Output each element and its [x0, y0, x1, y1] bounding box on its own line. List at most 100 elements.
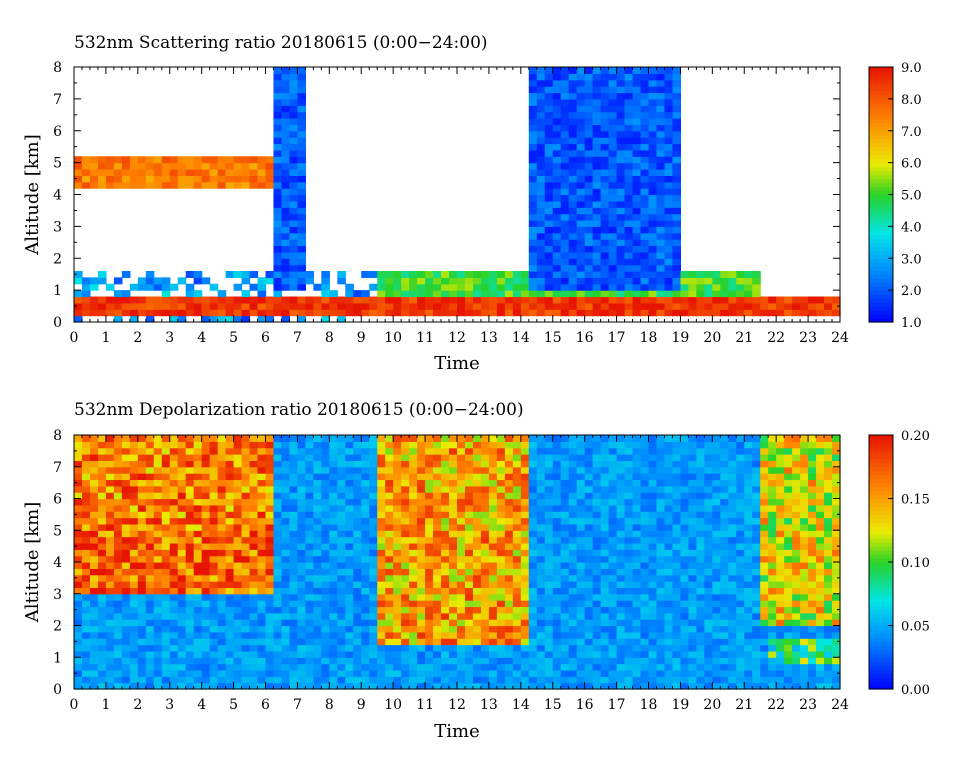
heatmap-cell	[617, 303, 626, 310]
heatmap-cell	[393, 284, 402, 291]
heatmap-cell	[577, 233, 586, 240]
heatmap-cell	[194, 511, 203, 518]
heatmap-cell	[250, 537, 259, 544]
heatmap-cell	[218, 448, 227, 455]
heatmap-cell	[577, 467, 586, 474]
heatmap-cell	[98, 518, 107, 525]
heatmap-cell	[353, 454, 362, 461]
heatmap-cell	[561, 600, 570, 607]
heatmap-cell	[537, 619, 546, 626]
heatmap-cell	[305, 537, 314, 544]
heatmap-cell	[649, 105, 658, 112]
heatmap-cell	[664, 492, 673, 499]
heatmap-cell	[218, 594, 227, 601]
heatmap-cell	[138, 309, 147, 316]
heatmap-cell	[266, 524, 275, 531]
heatmap-cell	[633, 67, 642, 74]
heatmap-cell	[266, 169, 275, 176]
heatmap-cell	[409, 587, 418, 594]
heatmap-cell	[82, 670, 91, 677]
heatmap-cell	[74, 441, 83, 448]
heatmap-cell	[664, 163, 673, 170]
colorbar-segment	[869, 147, 893, 152]
heatmap-cell	[545, 448, 554, 455]
heatmap-cell	[329, 587, 338, 594]
heatmap-cell	[521, 638, 530, 645]
heatmap-cell	[409, 284, 418, 291]
colorbar-segment	[869, 179, 893, 184]
heatmap-cell	[146, 277, 155, 284]
heatmap-cell	[281, 271, 290, 278]
heatmap-cell	[226, 163, 235, 170]
heatmap-cell	[74, 562, 83, 569]
heatmap-cell	[74, 435, 83, 442]
heatmap-cell	[633, 156, 642, 163]
heatmap-cell	[218, 492, 227, 499]
heatmap-cell	[617, 93, 626, 100]
heatmap-cell	[441, 277, 450, 284]
heatmap-cell	[273, 435, 282, 442]
heatmap-cell	[178, 435, 187, 442]
heatmap-cell	[513, 499, 522, 506]
heatmap-cell	[186, 613, 195, 620]
heatmap-cell	[577, 226, 586, 233]
heatmap-cell	[218, 505, 227, 512]
heatmap-cell	[289, 105, 298, 112]
heatmap-cell	[704, 435, 713, 442]
heatmap-cell	[457, 600, 466, 607]
heatmap-cell	[569, 265, 578, 272]
heatmap-cell	[768, 309, 777, 316]
heatmap-cell	[401, 549, 410, 556]
heatmap-cell	[728, 297, 737, 304]
heatmap-cell	[242, 530, 251, 537]
heatmap-cell	[425, 303, 434, 310]
heatmap-cell	[529, 201, 538, 208]
heatmap-cell	[353, 492, 362, 499]
heatmap-cell	[569, 303, 578, 310]
heatmap-cell	[545, 486, 554, 493]
heatmap-cell	[218, 575, 227, 582]
heatmap-cell	[664, 651, 673, 658]
heatmap-cell	[281, 606, 290, 613]
heatmap-cell	[641, 651, 650, 658]
heatmap-cell	[696, 549, 705, 556]
heatmap-cell	[321, 600, 330, 607]
heatmap-cell	[178, 156, 187, 163]
heatmap-cell	[417, 581, 426, 588]
heatmap-cell	[210, 524, 219, 531]
colorbar-segment	[869, 282, 893, 287]
heatmap-cell	[401, 524, 410, 531]
heatmap-cell	[361, 499, 370, 506]
heatmap-cell	[98, 499, 107, 506]
heatmap-cell	[545, 435, 554, 442]
heatmap-cell	[186, 182, 195, 189]
heatmap-cell	[98, 156, 107, 163]
heatmap-cell	[601, 175, 610, 182]
heatmap-cell	[273, 505, 282, 512]
heatmap-cell	[449, 271, 458, 278]
heatmap-cell	[345, 657, 354, 664]
heatmap-cell	[417, 575, 426, 582]
heatmap-cell	[106, 460, 115, 467]
heatmap-cell	[720, 290, 729, 297]
heatmap-cell	[641, 93, 650, 100]
heatmap-cell	[489, 549, 498, 556]
heatmap-cell	[130, 454, 139, 461]
heatmap-cell	[146, 473, 155, 480]
heatmap-cell	[281, 600, 290, 607]
heatmap-cell	[361, 441, 370, 448]
heatmap-cell	[537, 124, 546, 131]
heatmap-cell	[106, 530, 115, 537]
colorbar-segment	[869, 167, 893, 172]
heatmap-cell	[449, 562, 458, 569]
heatmap-cell	[752, 303, 761, 310]
heatmap-cell	[601, 144, 610, 151]
heatmap-cell	[688, 619, 697, 626]
heatmap-cell	[585, 460, 594, 467]
heatmap-cell	[425, 492, 434, 499]
heatmap-cell	[481, 448, 490, 455]
heatmap-cell	[601, 86, 610, 93]
heatmap-cell	[696, 284, 705, 291]
heatmap-cell	[473, 645, 482, 652]
heatmap-cell	[369, 632, 378, 639]
